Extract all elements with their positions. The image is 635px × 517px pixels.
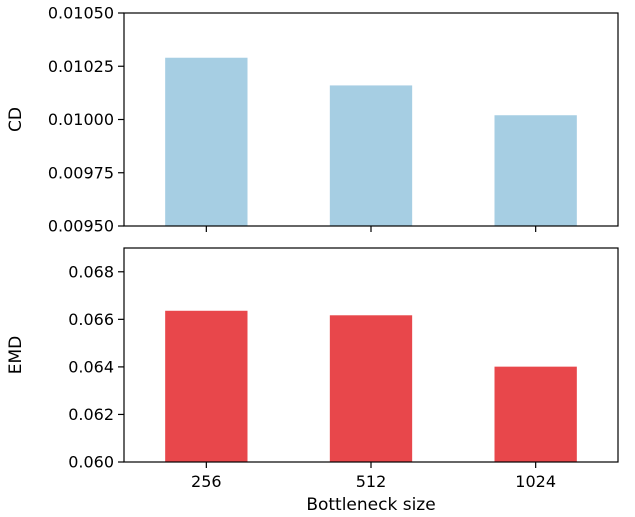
xtick-label-512: 512 <box>356 472 387 491</box>
emd-bar-512 <box>329 315 413 462</box>
cd-bar-256 <box>165 57 248 227</box>
cd-panel: 0.00950 0.00975 0.01000 0.01025 0.01050 CD <box>6 4 619 236</box>
cd-ytick-label: 0.01025 <box>48 57 114 76</box>
emd-ytick-label: 0.068 <box>68 262 114 281</box>
emd-bar-256 <box>165 310 248 462</box>
emd-ytick-label: 0.062 <box>68 405 114 424</box>
cd-ytick-label: 0.01050 <box>48 4 114 23</box>
xtick-label-256: 256 <box>191 472 222 491</box>
cd-bar-512 <box>329 85 413 226</box>
cd-ytick-label: 0.01000 <box>48 110 114 129</box>
xtick-label-1024: 1024 <box>515 472 556 491</box>
emd-bar-1024 <box>494 366 577 462</box>
xlabel: Bottleneck size <box>306 495 435 515</box>
emd-panel: 0.060 0.062 0.064 0.066 0.068 256 512 1024 EMD Bo… <box>6 247 619 515</box>
cd-ylabel: CD <box>6 107 26 132</box>
cd-bar-1024 <box>494 115 577 226</box>
cd-ytick-label: 0.00975 <box>48 163 114 182</box>
emd-ytick-label: 0.064 <box>68 357 114 376</box>
emd-ytick-label: 0.060 <box>68 453 114 472</box>
emd-ylabel: EMD <box>6 336 26 375</box>
emd-ytick-label: 0.066 <box>68 310 114 329</box>
cd-ytick-label: 0.00950 <box>48 217 114 236</box>
